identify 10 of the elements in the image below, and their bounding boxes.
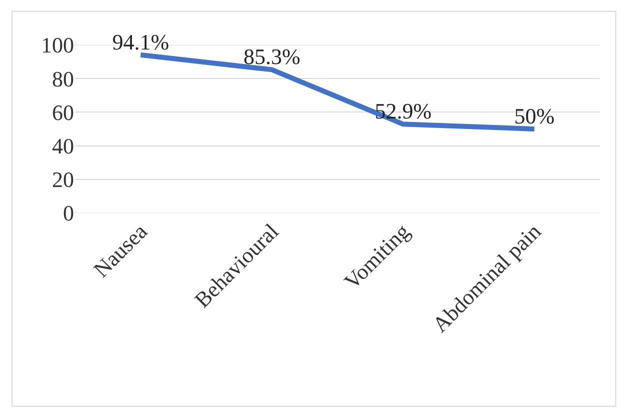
- y-tick-label: 20: [52, 167, 74, 192]
- data-label: 52.9%: [374, 98, 432, 124]
- y-tick-label: 40: [52, 134, 74, 158]
- y-tick-label: 80: [52, 66, 74, 92]
- y-tick-label: 60: [52, 100, 74, 125]
- y-tick-label: 0: [63, 200, 74, 226]
- y-tick-label: 100: [41, 32, 74, 58]
- data-label: 94.1%: [112, 29, 170, 54]
- data-label: 50%: [514, 104, 555, 128]
- data-label: 85.3%: [243, 44, 300, 70]
